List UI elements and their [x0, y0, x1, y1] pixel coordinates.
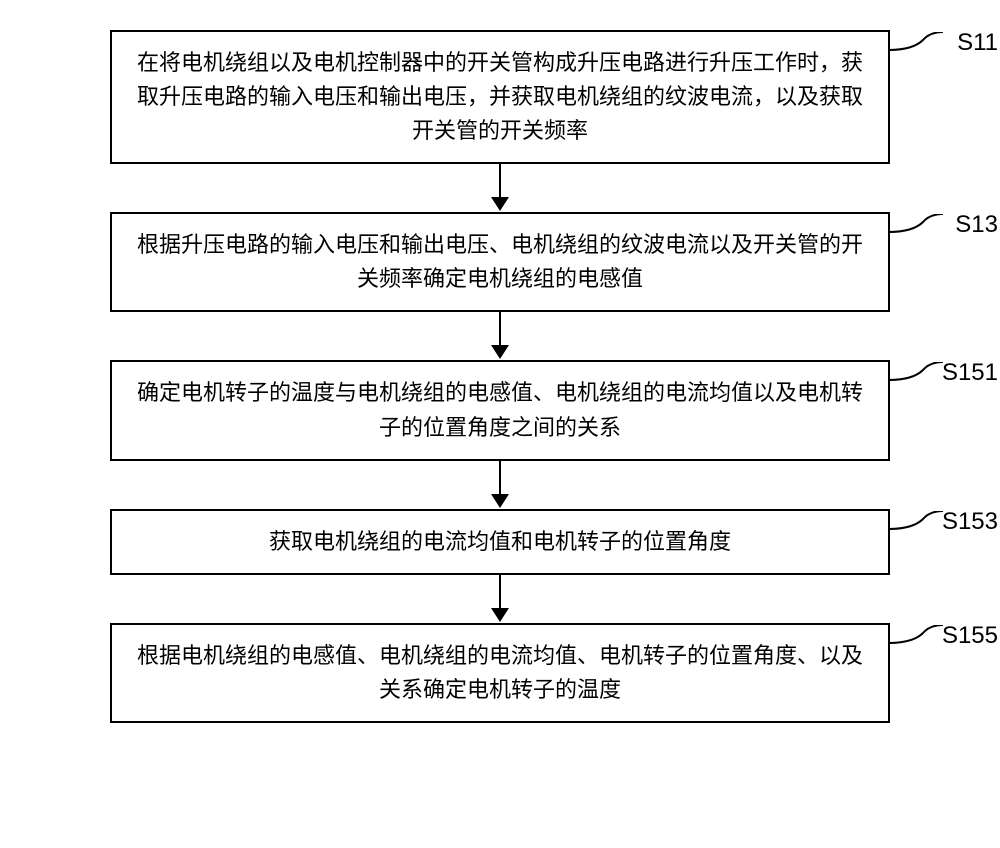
step-box-s11: S11 在将电机绕组以及电机控制器中的开关管构成升压电路进行升压工作时，获取升压… [110, 30, 890, 164]
step-label: S13 [955, 206, 998, 243]
arrow-head-icon [491, 197, 509, 211]
connector-curve-s155 [888, 625, 948, 665]
connector-curve-s153 [888, 511, 948, 551]
step-box-s153: S153 获取电机绕组的电流均值和电机转子的位置角度 [110, 509, 890, 575]
arrow-head-icon [491, 345, 509, 359]
arrow-connector [491, 312, 509, 360]
step-label: S155 [942, 617, 998, 654]
step-label: S11 [957, 24, 998, 61]
step-text: 根据升压电路的输入电压和输出电压、电机绕组的纹波电流以及开关管的开关频率确定电机… [132, 228, 868, 296]
connector-curve-s151 [888, 362, 948, 402]
flowchart-container: S11 在将电机绕组以及电机控制器中的开关管构成升压电路进行升压工作时，获取升压… [50, 30, 950, 723]
arrow-connector [491, 575, 509, 623]
arrow-connector [491, 164, 509, 212]
step-box-s13: S13 根据升压电路的输入电压和输出电压、电机绕组的纹波电流以及开关管的开关频率… [110, 212, 890, 312]
arrow-head-icon [491, 608, 509, 622]
step-box-s151: S151 确定电机转子的温度与电机绕组的电感值、电机绕组的电流均值以及电机转子的… [110, 360, 890, 460]
arrow-line [499, 461, 501, 495]
arrow-line [499, 312, 501, 346]
arrow-line [499, 575, 501, 609]
arrow-head-icon [491, 494, 509, 508]
step-text: 在将电机绕组以及电机控制器中的开关管构成升压电路进行升压工作时，获取升压电路的输… [132, 46, 868, 148]
step-label: S153 [942, 503, 998, 540]
connector-curve-s13 [888, 214, 948, 254]
step-label: S151 [942, 354, 998, 391]
arrow-connector [491, 461, 509, 509]
step-text: 根据电机绕组的电感值、电机绕组的电流均值、电机转子的位置角度、以及关系确定电机转… [132, 639, 868, 707]
connector-curve-s11 [888, 32, 948, 72]
arrow-line [499, 164, 501, 198]
step-text: 获取电机绕组的电流均值和电机转子的位置角度 [269, 525, 731, 559]
step-box-s155: S155 根据电机绕组的电感值、电机绕组的电流均值、电机转子的位置角度、以及关系… [110, 623, 890, 723]
step-text: 确定电机转子的温度与电机绕组的电感值、电机绕组的电流均值以及电机转子的位置角度之… [132, 376, 868, 444]
